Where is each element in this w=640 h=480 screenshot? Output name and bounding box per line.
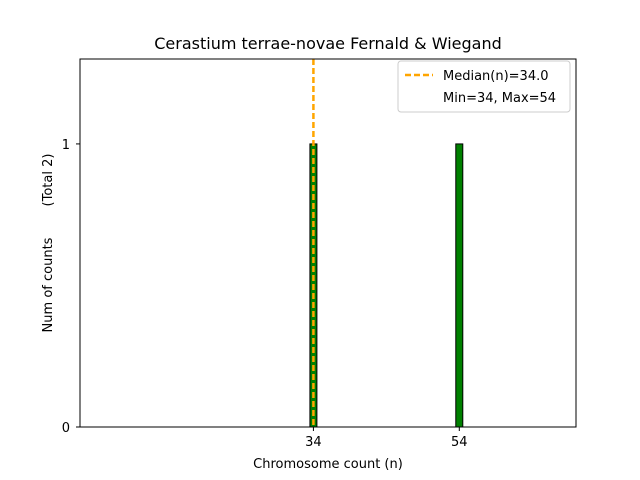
chart-title: Cerastium terrae-novae Fernald & Wiegand [154, 34, 502, 53]
y-tick-label: 0 [62, 421, 70, 436]
y-axis-ticks: 01 [62, 138, 80, 436]
axes-frame [79, 58, 577, 428]
x-axis-label: Chromosome count (n) [253, 457, 403, 472]
x-axis-ticks: 34 54 [305, 427, 468, 450]
x-tick-label: 34 [305, 435, 322, 450]
legend: Median(n)=34.0 Min=34, Max=54 [397, 60, 571, 113]
y-tick-label: 1 [62, 138, 70, 153]
legend-median-label: Median(n)=34.0 [443, 69, 549, 84]
legend-range-label: Min=34, Max=54 [443, 91, 556, 106]
y-axis-label: Num of counts [41, 237, 56, 332]
bar-n-54 [455, 143, 464, 428]
x-tick-label: 54 [451, 435, 468, 450]
legend-frame [397, 60, 571, 113]
y-axis-total-note: (Total 2) [41, 154, 56, 207]
